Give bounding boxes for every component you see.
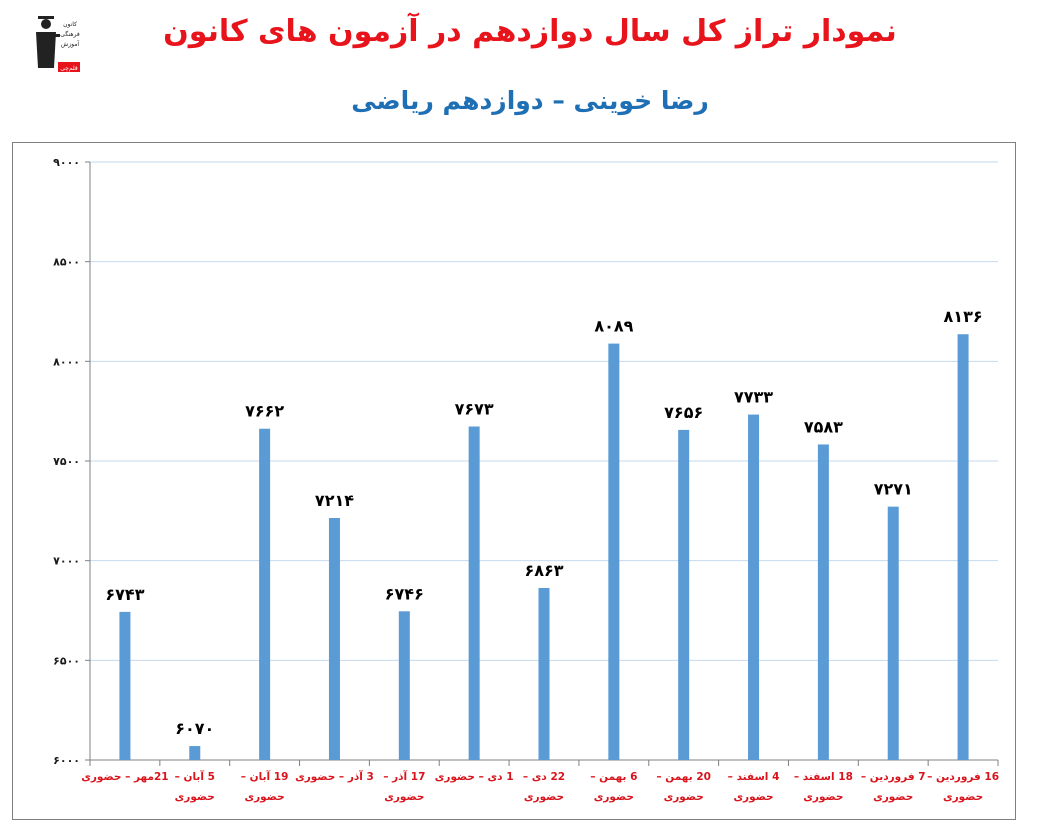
data-label-3: ۷۶۶۲ — [245, 402, 284, 421]
y-tick-label: ۶۰۰۰ — [53, 754, 80, 767]
x-tick-label-6-line-1: 1 دی – حضوری — [435, 771, 514, 783]
x-tick-label-11-line-1: 18 اسفند – — [794, 771, 853, 783]
bar-6 — [468, 426, 480, 760]
y-tick-label: ۸۵۰۰ — [53, 256, 80, 269]
x-tick-label-4-line-1: 3 آذر – حضوری — [295, 770, 374, 783]
x-tick-label-5-line-1: 17 آذر – — [383, 770, 425, 783]
x-tick-label-7-line-1: 22 دی – — [523, 771, 565, 783]
x-tick-label-1-line-1: 21مهر – حضوری — [81, 771, 168, 783]
x-tick-label-13-line-1: 16 فروردین – — [927, 771, 999, 783]
bar-13 — [957, 334, 969, 760]
bar-11 — [817, 444, 829, 760]
x-tick-label-8-line-2: حضوری — [594, 791, 634, 803]
x-tick-label-10-line-1: 4 اسفند – — [728, 771, 780, 783]
chart-title: نمودار تراز کل سال دوازدهم در آزمون های … — [163, 14, 897, 49]
y-tick-label: ۶۵۰۰ — [53, 654, 80, 667]
x-tick-label-9-line-2: حضوری — [664, 791, 704, 803]
bar-9 — [678, 429, 690, 760]
x-tick-label-8-line-1: 6 بهمن – — [590, 771, 637, 783]
data-label-10: ۷۷۳۳ — [734, 388, 773, 407]
bar-12 — [887, 506, 899, 760]
data-label-7: ۶۸۶۳ — [524, 561, 563, 580]
bar-7 — [538, 587, 550, 760]
data-label-1: ۶۷۴۳ — [105, 585, 144, 604]
logo-badge: قلم‌چی — [60, 65, 78, 72]
data-label-2: ۶۰۷۰ — [175, 719, 214, 738]
data-label-4: ۷۲۱۴ — [315, 491, 354, 510]
bar-3 — [259, 428, 271, 760]
bar-4 — [328, 518, 340, 760]
data-label-5: ۶۷۴۶ — [385, 584, 424, 603]
chart-frame — [12, 142, 1016, 820]
y-tick-label: ۷۰۰۰ — [53, 555, 80, 568]
bar-2 — [189, 746, 201, 760]
x-tick-label-7-line-2: حضوری — [524, 791, 564, 803]
graduate-figure-icon — [36, 16, 60, 68]
x-tick-label-9-line-1: 20 بهمن – — [656, 771, 711, 783]
x-tick-label-3-line-1: 19 آبان – — [241, 770, 289, 783]
x-tick-label-2-line-2: حضوری — [175, 791, 215, 803]
chart-subtitle: رضا خوینی – دوازدهم ریاضی — [351, 86, 709, 115]
x-tick-label-3-line-2: حضوری — [245, 791, 285, 803]
x-tick-label-13-line-2: حضوری — [943, 791, 983, 803]
kanoon-logo: کانون فرهنگی آموزش قلم‌چی — [36, 16, 80, 72]
logo-line-2: فرهنگی — [60, 30, 80, 38]
bar-5 — [398, 611, 410, 760]
logo-line-3: آموزش — [61, 39, 80, 48]
bar-1 — [119, 611, 131, 760]
y-tick-label: ۹۰۰۰ — [53, 156, 80, 169]
bar-8 — [608, 343, 620, 760]
data-label-11: ۷۵۸۳ — [804, 417, 843, 436]
x-tick-label-12-line-2: حضوری — [873, 791, 913, 803]
logo-line-1: کانون — [63, 21, 77, 28]
x-tick-label-12-line-1: 7 فروردین – — [861, 771, 926, 783]
bar-10 — [748, 414, 760, 760]
y-tick-label: ۸۰۰۰ — [53, 355, 80, 368]
x-tick-label-11-line-2: حضوری — [803, 791, 843, 803]
data-label-6: ۷۶۷۳ — [455, 400, 494, 419]
x-tick-label-2-line-1: 5 آبان – — [175, 770, 215, 783]
data-label-12: ۷۲۷۱ — [874, 480, 913, 499]
x-tick-label-10-line-2: حضوری — [733, 791, 773, 803]
y-tick-label: ۷۵۰۰ — [53, 455, 80, 468]
data-label-9: ۷۶۵۶ — [664, 403, 703, 422]
x-tick-label-5-line-2: حضوری — [384, 791, 424, 803]
data-label-8: ۸۰۸۹ — [594, 317, 633, 336]
data-label-13: ۸۱۳۶ — [944, 307, 983, 326]
